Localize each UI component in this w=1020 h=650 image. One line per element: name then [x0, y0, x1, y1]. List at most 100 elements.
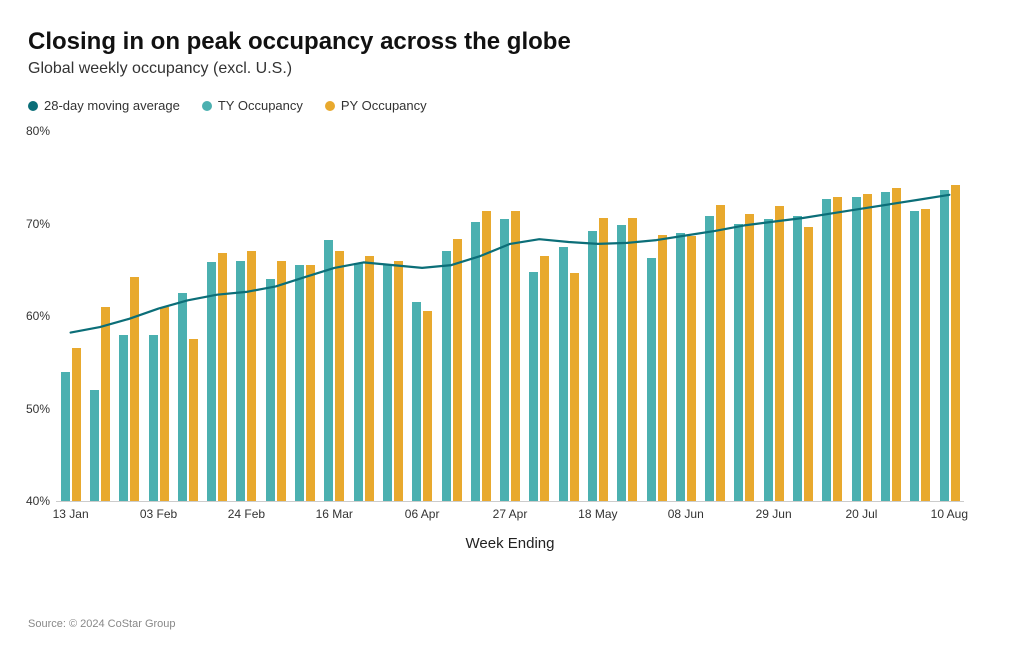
- week-group: [202, 131, 231, 501]
- week-group: [85, 131, 114, 501]
- week-group: [935, 131, 964, 501]
- bars-group: [56, 131, 964, 501]
- ty-bar: [295, 265, 304, 501]
- py-bar: [921, 209, 930, 501]
- ty-bar: [236, 261, 245, 502]
- py-bar: [189, 339, 198, 501]
- week-group: [642, 131, 671, 501]
- ty-bar: [500, 219, 509, 501]
- py-bar: [716, 205, 725, 501]
- py-bar: [599, 218, 608, 501]
- week-group: [320, 131, 349, 501]
- week-group: [495, 131, 524, 501]
- ty-bar: [119, 335, 128, 502]
- ty-bar: [324, 240, 333, 501]
- y-axis-tick: 50%: [26, 402, 56, 416]
- legend-item-moving-avg: 28-day moving average: [28, 98, 180, 113]
- week-group: [466, 131, 495, 501]
- week-group: [378, 131, 407, 501]
- chart-plot-area: 40%50%60%70%80% 13 Jan03 Feb24 Feb16 Mar…: [28, 131, 992, 551]
- week-group: [788, 131, 817, 501]
- py-bar: [160, 307, 169, 501]
- week-group: [261, 131, 290, 501]
- ty-bar: [617, 225, 626, 501]
- py-bar: [951, 185, 960, 501]
- week-group: [290, 131, 319, 501]
- py-bar: [511, 211, 520, 501]
- x-axis-tick: 18 May: [578, 507, 617, 521]
- ty-bar: [266, 279, 275, 501]
- chart-legend: 28-day moving average TY Occupancy PY Oc…: [28, 98, 992, 113]
- y-axis-tick: 40%: [26, 494, 56, 508]
- py-bar: [482, 211, 491, 501]
- x-axis-tick: 29 Jun: [756, 507, 792, 521]
- py-bar: [72, 348, 81, 501]
- py-bar: [775, 206, 784, 501]
- week-group: [408, 131, 437, 501]
- y-axis-tick: 70%: [26, 217, 56, 231]
- chart-subtitle: Global weekly occupancy (excl. U.S.): [28, 60, 992, 78]
- x-axis-tick: 06 Apr: [405, 507, 440, 521]
- ty-bar: [354, 263, 363, 501]
- ty-bar: [852, 197, 861, 501]
- week-group: [56, 131, 85, 501]
- py-bar: [687, 236, 696, 501]
- week-group: [144, 131, 173, 501]
- ty-bar: [207, 262, 216, 501]
- legend-swatch-ty: [202, 101, 212, 111]
- ty-bar: [61, 372, 70, 502]
- y-axis-tick: 80%: [26, 124, 56, 138]
- py-bar: [218, 253, 227, 501]
- legend-swatch-moving-avg: [28, 101, 38, 111]
- week-group: [583, 131, 612, 501]
- week-group: [730, 131, 759, 501]
- py-bar: [833, 197, 842, 501]
- py-bar: [423, 311, 432, 501]
- ty-bar: [90, 390, 99, 501]
- week-group: [349, 131, 378, 501]
- py-bar: [658, 235, 667, 501]
- ty-bar: [822, 199, 831, 501]
- x-axis-tick: 27 Apr: [493, 507, 528, 521]
- y-axis-tick: 60%: [26, 309, 56, 323]
- week-group: [671, 131, 700, 501]
- x-axis-tick: 08 Jun: [668, 507, 704, 521]
- plot-region: 40%50%60%70%80%: [56, 131, 964, 502]
- ty-bar: [588, 231, 597, 501]
- x-axis-tick: 03 Feb: [140, 507, 177, 521]
- chart-title: Closing in on peak occupancy across the …: [28, 28, 992, 56]
- py-bar: [628, 218, 637, 501]
- chart-source: Source: © 2024 CoStar Group: [28, 618, 176, 630]
- x-axis-labels: 13 Jan03 Feb24 Feb16 Mar06 Apr27 Apr18 M…: [56, 507, 964, 527]
- ty-bar: [705, 216, 714, 501]
- py-bar: [335, 251, 344, 501]
- py-bar: [804, 227, 813, 501]
- week-group: [525, 131, 554, 501]
- ty-bar: [647, 258, 656, 501]
- x-axis-tick: 13 Jan: [53, 507, 89, 521]
- week-group: [906, 131, 935, 501]
- py-bar: [130, 277, 139, 501]
- py-bar: [453, 239, 462, 501]
- py-bar: [101, 307, 110, 501]
- py-bar: [745, 214, 754, 501]
- x-axis-tick: 24 Feb: [228, 507, 265, 521]
- ty-bar: [178, 293, 187, 501]
- week-group: [759, 131, 788, 501]
- ty-bar: [940, 190, 949, 501]
- ty-bar: [676, 233, 685, 501]
- week-group: [232, 131, 261, 501]
- ty-bar: [793, 216, 802, 501]
- py-bar: [540, 256, 549, 501]
- legend-swatch-py: [325, 101, 335, 111]
- ty-bar: [559, 247, 568, 501]
- py-bar: [277, 261, 286, 502]
- legend-item-ty: TY Occupancy: [202, 98, 303, 113]
- ty-bar: [910, 211, 919, 501]
- py-bar: [306, 265, 315, 501]
- ty-bar: [149, 335, 158, 502]
- py-bar: [247, 251, 256, 501]
- legend-label-moving-avg: 28-day moving average: [44, 98, 180, 113]
- legend-item-py: PY Occupancy: [325, 98, 427, 113]
- week-group: [437, 131, 466, 501]
